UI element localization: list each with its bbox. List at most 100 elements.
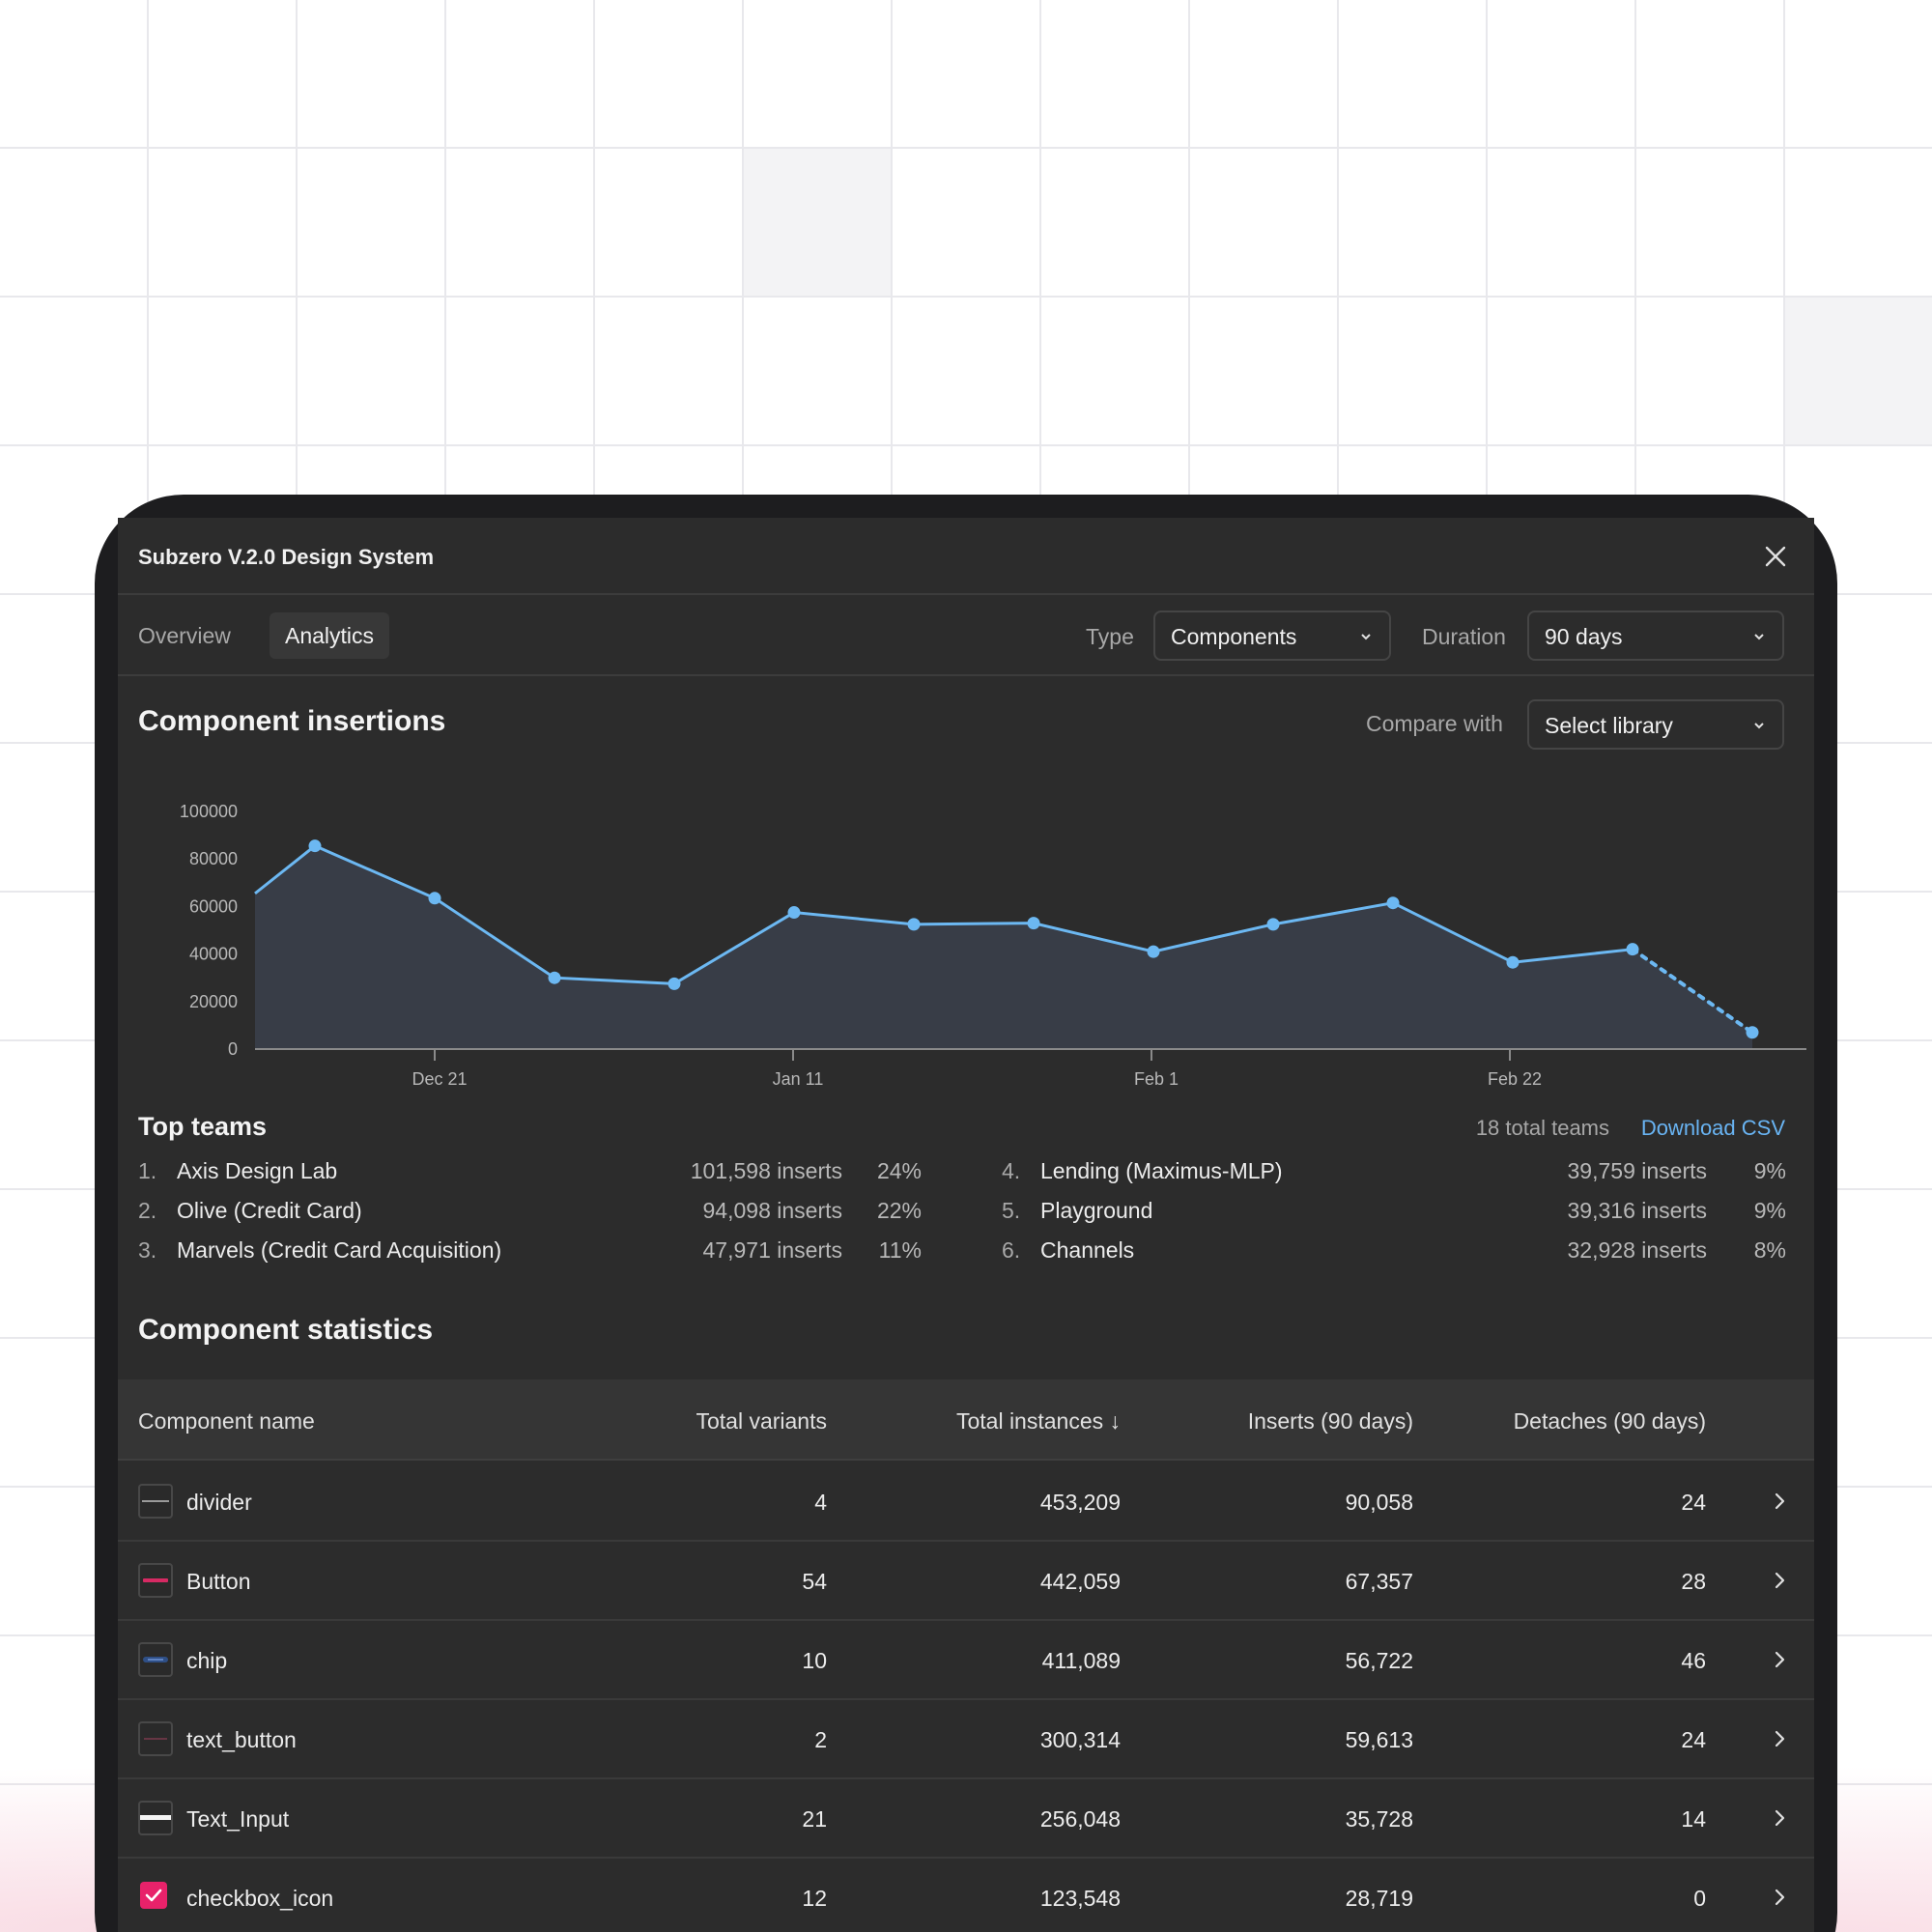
type-label: Type bbox=[1086, 624, 1134, 649]
total-teams-count: 18 total teams bbox=[1475, 1116, 1609, 1140]
team-row: 6. Channels 32,928 inserts 8% bbox=[118, 1237, 1814, 1270]
y-tick-label: 100000 bbox=[180, 802, 238, 821]
background-tile bbox=[744, 149, 891, 296]
compare-label: Compare with bbox=[1366, 711, 1503, 736]
chevron-right-icon[interactable] bbox=[1768, 1886, 1791, 1909]
tab-analytics[interactable]: Analytics bbox=[270, 612, 390, 659]
team-percent: 11% bbox=[878, 1237, 922, 1263]
window-title: Subzero V.2.0 Design System bbox=[138, 545, 435, 569]
duration-select[interactable]: 90 days bbox=[1527, 611, 1784, 661]
detaches-90-days: 28 bbox=[1681, 1569, 1706, 1594]
component-thumbnail bbox=[138, 1721, 173, 1756]
team-name: Channels bbox=[1040, 1237, 1135, 1263]
col-header-name[interactable]: Component name bbox=[138, 1408, 315, 1434]
team-inserts: 47,971 inserts bbox=[702, 1237, 842, 1263]
team-name: Lending (Maximus-MLP) bbox=[1040, 1158, 1283, 1183]
component-thumbnail bbox=[138, 1880, 173, 1915]
download-csv-link[interactable]: Download CSV bbox=[1640, 1116, 1785, 1140]
type-select-value: Components bbox=[1171, 624, 1297, 649]
team-inserts: 39,316 inserts bbox=[1567, 1198, 1707, 1223]
y-tick-label: 80000 bbox=[189, 849, 238, 868]
table-row[interactable]: checkbox_icon 12 123,548 28,719 0 bbox=[118, 1859, 1814, 1932]
chevron-right-icon[interactable] bbox=[1768, 1727, 1791, 1750]
team-percent: 24% bbox=[876, 1158, 922, 1183]
background-tile bbox=[1785, 298, 1932, 444]
total-instances: 442,059 bbox=[1039, 1569, 1121, 1594]
total-instances: 256,048 bbox=[1039, 1806, 1121, 1832]
data-point bbox=[1266, 918, 1280, 931]
inserts-90-days: 67,357 bbox=[1345, 1569, 1413, 1594]
chevron-down-icon bbox=[1361, 634, 1371, 640]
data-point bbox=[1626, 943, 1639, 956]
close-icon bbox=[1765, 546, 1786, 567]
x-tick-label: Jan 11 bbox=[773, 1069, 824, 1089]
detaches-90-days: 24 bbox=[1681, 1490, 1706, 1515]
y-tick-label: 40000 bbox=[189, 945, 238, 964]
team-rank: 5. bbox=[1002, 1198, 1021, 1223]
team-name: Axis Design Lab bbox=[177, 1158, 338, 1183]
y-tick-label: 0 bbox=[228, 1039, 238, 1059]
total-variants: 54 bbox=[802, 1569, 827, 1594]
team-inserts: 101,598 inserts bbox=[690, 1158, 842, 1183]
component-thumbnail bbox=[138, 1563, 173, 1598]
team-name: Olive (Credit Card) bbox=[177, 1198, 362, 1223]
team-inserts: 32,928 inserts bbox=[1567, 1237, 1707, 1263]
team-percent: 9% bbox=[1753, 1198, 1786, 1223]
duration-select-value: 90 days bbox=[1545, 624, 1623, 649]
inserts-90-days: 59,613 bbox=[1345, 1727, 1413, 1752]
table-row[interactable]: text_button 2 300,314 59,613 24 bbox=[118, 1700, 1814, 1779]
team-rank: 6. bbox=[1002, 1237, 1021, 1263]
team-row: 2. Olive (Credit Card) 94,098 inserts 22% bbox=[118, 1198, 1814, 1231]
chevron-right-icon[interactable] bbox=[1768, 1490, 1791, 1513]
table-row[interactable]: Button 54 442,059 67,357 28 bbox=[118, 1542, 1814, 1621]
total-variants: 12 bbox=[802, 1886, 827, 1911]
total-instances: 411,089 bbox=[1041, 1648, 1121, 1673]
data-point bbox=[1386, 896, 1400, 910]
total-instances: 123,548 bbox=[1039, 1886, 1121, 1911]
chevron-right-icon[interactable] bbox=[1768, 1569, 1791, 1592]
component-name: Text_Input bbox=[186, 1806, 290, 1832]
chevron-right-icon[interactable] bbox=[1768, 1648, 1791, 1671]
close-button[interactable] bbox=[1758, 539, 1793, 574]
team-row: 1. Axis Design Lab 101,598 inserts 24% bbox=[118, 1158, 1814, 1191]
data-point bbox=[428, 892, 441, 905]
insertions-chart: 100000 80000 60000 40000 20000 0 Dec 21 Jan 11 F… bbox=[180, 802, 1806, 1089]
y-tick-label: 60000 bbox=[189, 896, 238, 916]
team-name: Marvels (Credit Card Acquisition) bbox=[177, 1237, 502, 1263]
inserts-90-days: 28,719 bbox=[1345, 1886, 1413, 1911]
col-header-inserts[interactable]: Inserts (90 days) bbox=[1247, 1408, 1413, 1434]
team-name: Playground bbox=[1040, 1198, 1153, 1223]
tabs-bar: Overview Analytics Type Components Durat… bbox=[118, 597, 1814, 676]
inserts-90-days: 90,058 bbox=[1345, 1490, 1413, 1515]
table-row[interactable]: chip 10 411,089 56,722 46 bbox=[118, 1621, 1814, 1700]
data-point bbox=[1147, 945, 1160, 958]
data-point bbox=[1746, 1026, 1759, 1039]
stats-table-header: Component name Total variants Total inst… bbox=[118, 1379, 1814, 1461]
compare-library-select[interactable]: Select library bbox=[1527, 699, 1784, 750]
duration-label: Duration bbox=[1422, 624, 1506, 649]
col-header-detaches[interactable]: Detaches (90 days) bbox=[1513, 1408, 1706, 1434]
tab-overview[interactable]: Overview bbox=[138, 623, 231, 648]
insertions-title: Component insertions bbox=[138, 705, 446, 737]
team-percent: 9% bbox=[1753, 1158, 1786, 1183]
total-instances: 300,314 bbox=[1039, 1727, 1121, 1752]
projected-line bbox=[1631, 947, 1754, 1035]
x-tick-label: Dec 21 bbox=[412, 1069, 467, 1089]
col-header-instances[interactable]: Total instances ↓ bbox=[955, 1408, 1121, 1434]
data-point bbox=[907, 918, 921, 931]
chevron-down-icon bbox=[1754, 634, 1764, 640]
table-row[interactable]: divider 4 453,209 90,058 24 bbox=[118, 1463, 1814, 1542]
col-header-variants[interactable]: Total variants bbox=[696, 1408, 827, 1434]
table-row[interactable]: Text_Input 21 256,048 35,728 14 bbox=[118, 1779, 1814, 1859]
area-fill bbox=[255, 845, 1752, 1049]
y-tick-label: 20000 bbox=[189, 992, 238, 1011]
total-instances: 453,209 bbox=[1039, 1490, 1121, 1515]
inserts-90-days: 35,728 bbox=[1345, 1806, 1413, 1832]
detaches-90-days: 0 bbox=[1693, 1886, 1706, 1911]
data-point bbox=[308, 839, 322, 853]
x-tick-label: Feb 1 bbox=[1134, 1069, 1179, 1089]
team-inserts: 94,098 inserts bbox=[702, 1198, 842, 1223]
chevron-right-icon[interactable] bbox=[1768, 1806, 1791, 1830]
total-variants: 21 bbox=[802, 1806, 827, 1832]
type-select[interactable]: Components bbox=[1153, 611, 1391, 661]
